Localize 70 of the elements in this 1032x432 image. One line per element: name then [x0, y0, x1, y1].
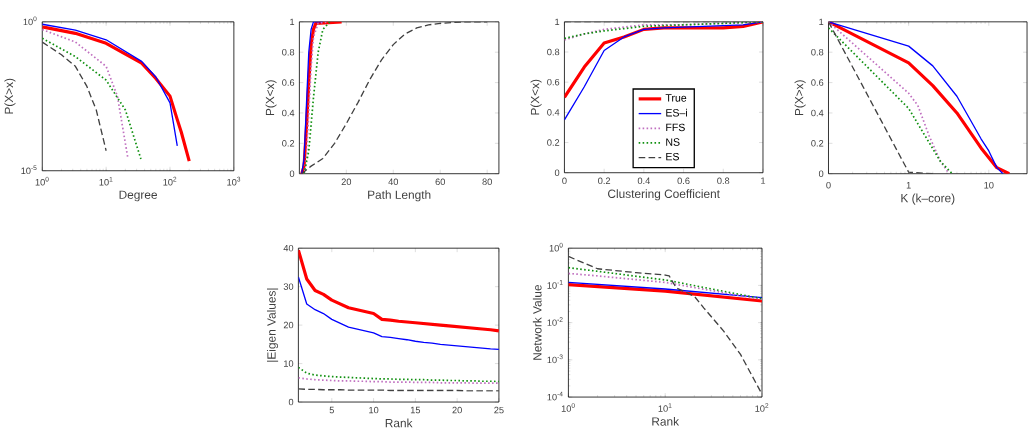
y-tick-label: 10: [284, 360, 294, 367]
x-tick-label: 60: [435, 178, 445, 186]
x-tick-label: 20: [341, 178, 352, 186]
y-tick-label: 0.6: [547, 79, 560, 86]
y-tick-label: 0.2: [282, 140, 295, 147]
x-tick-label: 25: [494, 406, 504, 414]
x-tick-label: 20: [452, 406, 462, 414]
x-tick-label: 1: [906, 182, 911, 189]
y-tick-label: 0: [289, 170, 295, 178]
x-axis-title: Path Length: [368, 190, 431, 202]
legend-label: ES–i: [666, 108, 687, 117]
y-tick-label: 30: [283, 283, 294, 291]
y-axis-title: P(X<x): [530, 79, 542, 115]
y-axis-title: P(X>x): [794, 80, 806, 116]
x-tick-label: 40: [388, 178, 399, 186]
x-tick-label: 10$^{1}$: [658, 403, 672, 412]
x-axis-title: K (k–core): [901, 193, 955, 205]
x-tick-label: 0.2: [598, 177, 611, 185]
x-tick-label: 10: [984, 182, 994, 189]
x-axis-title: Rank: [652, 417, 680, 426]
y-tick-label: 0: [554, 169, 560, 177]
legend-label: FFS: [666, 123, 685, 132]
y-tick-label: 10$^{-5}$: [21, 165, 37, 175]
y-tick-label: 0.4: [282, 109, 295, 117]
y-tick-label: 0.4: [547, 109, 560, 116]
x-tick-label: 0.8: [717, 177, 730, 185]
y-tick-label: 0.8: [282, 49, 295, 56]
y-tick-label: 10$^{-2}$: [547, 317, 563, 327]
x-tick-label: 15: [410, 406, 421, 414]
x-axis-title: Clustering Coefficient: [608, 189, 720, 201]
y-tick-label: 40: [283, 245, 294, 252]
y-tick-label: 20: [283, 321, 294, 329]
y-tick-label: 1: [819, 18, 824, 26]
y-tick-label: 0.2: [547, 139, 560, 146]
y-tick-label: 0.6: [811, 79, 824, 86]
x-tick-label: 5: [329, 406, 334, 414]
y-tick-label: 1: [290, 18, 295, 26]
y-tick-label: 0: [818, 170, 824, 178]
y-axis-title: P(X>x): [4, 78, 16, 114]
x-tick-label: 0.4: [637, 177, 650, 185]
x-tick-label: 10$^{0}$: [35, 176, 49, 186]
x-tick-label: 10$^{2}$: [755, 403, 769, 412]
y-tick-label: 0: [288, 398, 294, 406]
y-tick-label: 1: [555, 18, 560, 26]
x-axis-title: Degree: [119, 190, 157, 202]
x-tick-label: 10$^{3}$: [227, 176, 241, 186]
legend-label: True: [665, 94, 687, 102]
y-tick-label: 10$^{-3}$: [547, 354, 563, 364]
x-tick-label: 10$^{2}$: [163, 176, 177, 186]
y-tick-label: 0.8: [811, 49, 824, 56]
x-tick-label: 0.6: [677, 177, 690, 185]
y-axis-title: Network Value: [532, 285, 542, 360]
x-tick-label: 10$^{0}$: [561, 403, 575, 412]
legend-label: ES: [666, 153, 679, 161]
x-tick-label: 0: [826, 182, 831, 189]
y-tick-label: 0.4: [811, 109, 824, 117]
x-tick-label: 1: [761, 177, 766, 184]
y-tick-label: 0.8: [547, 48, 560, 56]
y-axis-title: |Eigen Values|: [266, 288, 279, 362]
y-tick-label: 0.2: [811, 140, 824, 147]
y-tick-label: 10$^{0}$: [549, 242, 563, 252]
y-axis-title: P(X<x): [265, 80, 277, 116]
y-tick-label: 0.6: [282, 79, 295, 86]
x-tick-label: 80: [482, 178, 492, 186]
y-tick-label: 10$^{-1}$: [547, 280, 563, 289]
legend-label: NS: [666, 138, 680, 146]
y-tick-label: 10$^{-4}$: [547, 391, 563, 401]
x-axis-title: Rank: [385, 418, 413, 428]
x-tick-label: 10$^{1}$: [99, 177, 113, 186]
x-tick-label: 10: [369, 406, 379, 414]
